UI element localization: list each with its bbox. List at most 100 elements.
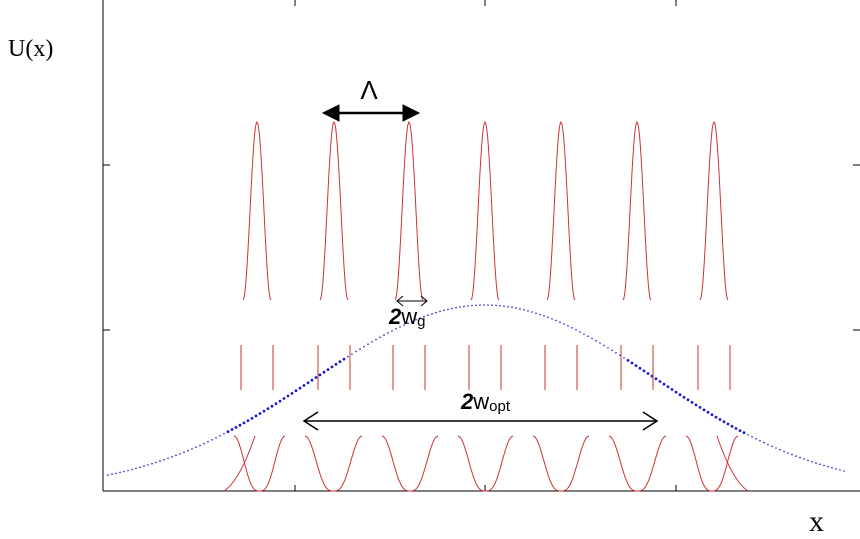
envelope-dot — [623, 357, 625, 359]
gaussian-envelope — [107, 304, 845, 476]
envelope-dot — [559, 321, 561, 324]
envelope-dot — [483, 304, 485, 306]
envelope-dot — [811, 461, 813, 463]
envelope-dot — [795, 455, 797, 457]
envelope-dot — [551, 318, 553, 320]
envelope-dot — [751, 436, 753, 438]
envelope-dot — [487, 304, 489, 306]
envelope-dot — [282, 397, 286, 400]
envelope-dot — [543, 315, 545, 317]
waveguide-modes — [223, 121, 749, 492]
envelope-dot — [183, 451, 185, 454]
envelope-dot — [363, 345, 365, 348]
envelope-dot — [674, 390, 678, 394]
envelope-dot — [270, 404, 274, 408]
mode-trough-6 — [608, 435, 667, 492]
envelope-dot — [791, 453, 793, 456]
opt-arrow-left-head — [302, 411, 319, 431]
envelope-dot — [242, 421, 246, 425]
axes-frame — [102, 0, 860, 492]
envelope-dot — [823, 464, 825, 467]
envelope-dot — [666, 385, 670, 389]
envelope-dot — [831, 467, 833, 469]
envelope-dot — [286, 394, 290, 398]
envelope-dot — [503, 305, 505, 308]
envelope-dot — [342, 357, 346, 361]
envelope-dot — [215, 437, 217, 439]
envelope-dot — [347, 355, 349, 358]
envelope-dot — [371, 341, 373, 343]
axis-ticks — [103, 0, 860, 491]
wg-arrow-left-head — [396, 295, 404, 307]
mode-trough-1 — [233, 435, 286, 492]
envelope-dot — [139, 466, 141, 469]
envelope-dot — [710, 413, 714, 417]
envelope-dot — [507, 305, 509, 308]
envelope-dot — [807, 459, 809, 462]
envelope-dot — [395, 328, 397, 330]
envelope-dot — [591, 337, 593, 340]
envelope-dot — [355, 350, 357, 353]
envelope-dot — [151, 462, 153, 465]
envelope-dot — [658, 380, 662, 383]
envelope-dot — [367, 343, 369, 346]
envelope-dot — [290, 392, 294, 395]
envelope-dot — [230, 428, 234, 431]
envelope-dot — [383, 334, 385, 336]
envelope-dot — [686, 398, 690, 402]
envelope-dot — [747, 434, 749, 436]
envelope-dot — [827, 465, 829, 468]
envelope-dot — [294, 389, 298, 393]
envelope-dot — [767, 443, 769, 446]
envelope-dot — [539, 313, 541, 316]
envelope-dot — [678, 393, 682, 397]
envelope-dot — [159, 460, 161, 462]
envelope-dot — [475, 304, 477, 307]
envelope-dot — [258, 412, 262, 415]
envelope-dot — [642, 369, 646, 373]
envelope-dot — [638, 366, 642, 370]
envelope-dot — [579, 331, 581, 333]
envelope-dot — [203, 442, 205, 445]
period-arrow-left-head — [321, 104, 340, 122]
envelope-dot — [607, 347, 609, 349]
wg-main: w — [400, 304, 417, 329]
envelope-dot — [314, 376, 318, 379]
envelope-dot — [535, 312, 537, 315]
envelope-dot — [451, 307, 453, 310]
envelope-dot — [326, 368, 330, 371]
envelope-dot — [379, 336, 381, 339]
mode-peak-4 — [470, 121, 500, 301]
envelope-dot — [399, 326, 401, 328]
envelope-dot — [839, 469, 841, 471]
envelope-dot — [523, 309, 525, 311]
mode-trough-3 — [381, 435, 439, 492]
envelope-dot — [330, 365, 334, 369]
envelope-dot — [759, 439, 761, 442]
envelope-dot — [491, 304, 493, 307]
envelope-dot — [694, 403, 698, 407]
envelope-dot — [702, 408, 706, 412]
envelope-dot — [630, 361, 634, 365]
envelope-dot — [135, 467, 137, 470]
envelope-dot — [634, 364, 638, 367]
envelope-dot — [111, 473, 113, 476]
envelope-dot — [670, 388, 674, 391]
envelope-dot — [298, 386, 302, 390]
envelope-dot — [175, 454, 177, 457]
mode-trough-4 — [457, 435, 514, 492]
envelope-dot — [819, 463, 821, 466]
envelope-dot — [322, 370, 326, 374]
envelope-dot — [654, 377, 658, 381]
envelope-dot — [571, 327, 573, 329]
envelope-dot — [123, 470, 125, 473]
period-arrow-right-head — [402, 104, 421, 122]
envelope-dot — [375, 338, 377, 341]
envelope-dot — [334, 362, 338, 366]
envelope-dot — [738, 429, 742, 432]
envelope-dot — [730, 424, 734, 428]
envelope-dot — [115, 472, 117, 475]
envelope-dot — [619, 354, 621, 357]
envelope-dot — [459, 306, 461, 308]
mode-peak-3 — [394, 121, 424, 301]
